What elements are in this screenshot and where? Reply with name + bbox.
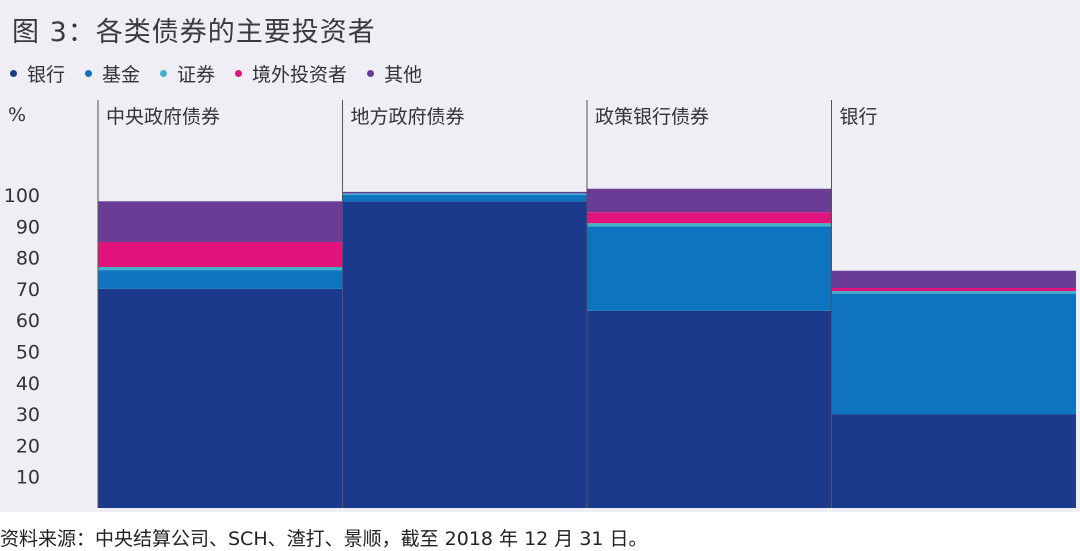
legend-label: 境外投资者: [252, 64, 348, 86]
bar-segment: [831, 293, 1076, 415]
y-tick-label: 60: [16, 310, 40, 332]
legend-dot-icon: [85, 70, 93, 77]
y-tick-label: 20: [16, 435, 40, 457]
bar-segment: [831, 287, 1076, 292]
y-tick-label: 80: [16, 248, 40, 270]
legend-item-3: 境外投资者: [235, 60, 347, 87]
y-tick-label: 30: [16, 404, 40, 426]
bar-segment: [587, 223, 832, 227]
legend-item-2: 证券: [160, 60, 215, 87]
legend-dot-icon: [10, 70, 17, 77]
bar-segment: [587, 310, 832, 508]
bar-segment: [342, 195, 587, 202]
category-label: 中央政府债券: [106, 106, 220, 128]
y-tick-label: 40: [16, 373, 40, 395]
watermark: 大数跨境: [6, 518, 71, 537]
y-unit-label: %: [8, 104, 26, 126]
bar-segment: [98, 201, 343, 242]
chart-title: 图 3：各类债券的主要投资者: [12, 17, 376, 48]
legend-item-4: 其他: [367, 60, 422, 87]
category-label: 地方政府债券: [351, 106, 465, 128]
y-tick-label: 90: [16, 216, 40, 238]
bar-segment: [831, 270, 1076, 288]
legend-item-1: 基金: [85, 60, 140, 87]
bar-segment: [342, 191, 587, 194]
legend-label: 证券: [177, 64, 216, 86]
bar-segment: [587, 188, 832, 213]
category-label: 政策银行债券: [595, 106, 709, 128]
y-tick-label: 100: [4, 185, 40, 207]
category-label: 银行: [840, 106, 878, 128]
bar-segment: [98, 288, 343, 508]
legend-label: 银行: [27, 64, 66, 86]
bar-segment: [831, 414, 1076, 508]
legend-label: 其他: [384, 64, 423, 86]
bar-segment: [831, 291, 1076, 294]
bar-segment: [587, 212, 832, 224]
bar-segment: [342, 193, 587, 195]
legend-dot-icon: [367, 70, 375, 77]
legend-dot-icon: [160, 70, 168, 77]
source-note: 资料来源：中央结算公司、SCH、渣打、景顺，截至 2018 年 12 月 31 …: [0, 528, 648, 550]
bar-segment: [98, 270, 343, 289]
legend: 银行 基金 证券 境外投资者 其他: [10, 60, 422, 87]
legend-dot-icon: [235, 70, 243, 77]
bar-segment: [98, 266, 343, 271]
legend-item-0: 银行: [10, 60, 65, 87]
bar-segment: [98, 241, 343, 267]
y-tick-label: 70: [16, 279, 40, 301]
bar-segment: [587, 226, 832, 311]
y-tick-label: 50: [16, 342, 40, 364]
bar-segment: [342, 201, 587, 508]
y-tick-label: 10: [16, 467, 40, 489]
chart-plot: 中央政府债券 地方政府债券 政策银行债券 银行% 10 20 30 40 50 60 70 80 90 1…: [4, 100, 1076, 508]
legend-label: 基金: [102, 64, 141, 86]
